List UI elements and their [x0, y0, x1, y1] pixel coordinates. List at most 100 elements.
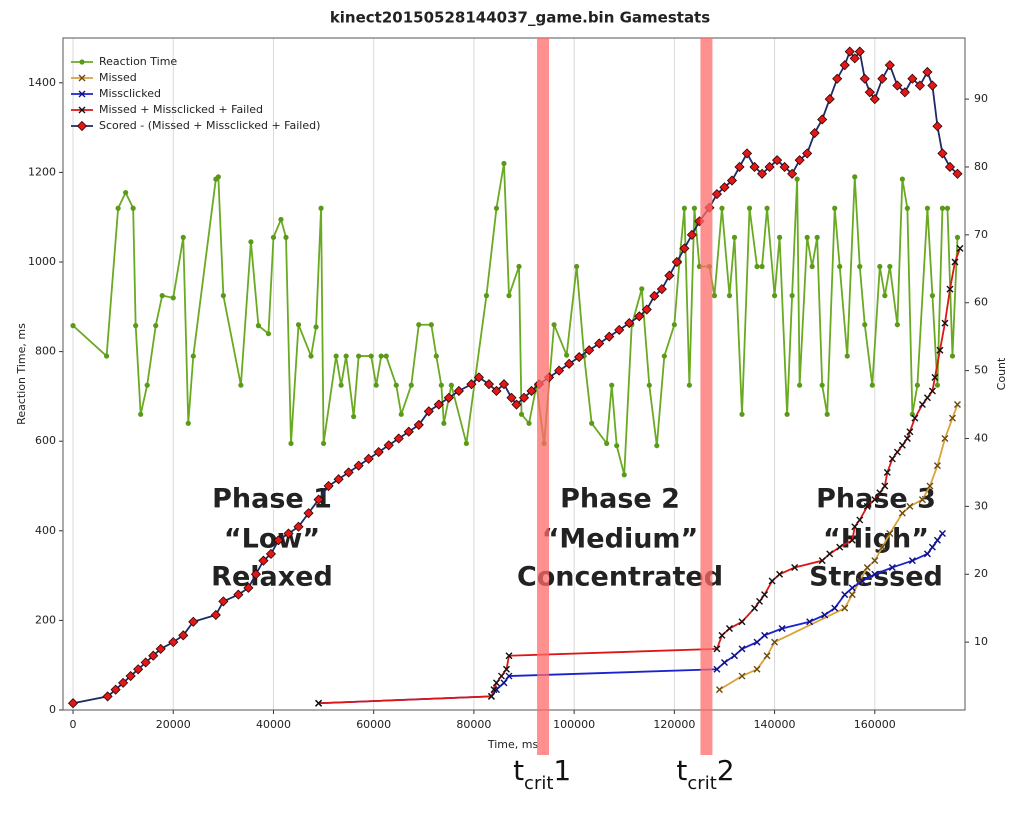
- data-point: [518, 392, 530, 403]
- data-point: [416, 322, 422, 328]
- data-point: [941, 434, 949, 442]
- data-point: [320, 440, 327, 447]
- data-point: [869, 94, 880, 105]
- data-point: [318, 205, 324, 211]
- data-point: [614, 324, 625, 335]
- data-point: [877, 263, 883, 270]
- data-point: [664, 270, 675, 281]
- data-point: [954, 234, 961, 240]
- data-point: [888, 563, 896, 571]
- data-point: [806, 618, 814, 626]
- y2-tick-label: 70: [974, 228, 988, 241]
- data-point: [103, 353, 110, 359]
- data-point: [951, 258, 959, 266]
- legend-marker: [79, 59, 85, 65]
- critical-label: tcrit1: [513, 754, 571, 794]
- data-point: [463, 440, 469, 447]
- data-point: [356, 353, 362, 359]
- data-point: [393, 433, 404, 444]
- data-point: [832, 73, 843, 84]
- data-point: [863, 502, 871, 510]
- data-point: [939, 205, 946, 211]
- phase-label: Phase 1: [212, 484, 332, 515]
- data-point: [871, 496, 879, 504]
- series-line: [72, 49, 959, 705]
- data-point: [483, 293, 490, 299]
- data-point: [826, 550, 834, 558]
- phase-label: Relaxed: [211, 562, 333, 593]
- data-point: [293, 521, 304, 532]
- chart-title: kinect20150528144037_game.bin Gamestats: [330, 9, 710, 27]
- y-tick-label: 1200: [28, 165, 56, 178]
- data-point: [898, 441, 906, 449]
- data-point: [923, 550, 931, 558]
- data-point: [824, 94, 835, 105]
- phase-label: Phase 3: [816, 484, 936, 515]
- data-point: [924, 205, 931, 211]
- legend-marker: [76, 120, 88, 132]
- legend-marker: [78, 74, 86, 82]
- data-point: [283, 528, 294, 539]
- data-point: [303, 508, 314, 519]
- data-point: [802, 148, 813, 159]
- data-point: [351, 413, 357, 420]
- data-point: [681, 205, 687, 211]
- data-point: [238, 382, 244, 388]
- y2-tick-label: 50: [974, 364, 988, 377]
- data-point: [787, 168, 798, 179]
- x-tick-label: 120000: [653, 718, 695, 731]
- data-point: [928, 387, 936, 395]
- data-point: [738, 618, 746, 626]
- data-point: [295, 322, 302, 328]
- data-point: [393, 382, 399, 388]
- data-point: [928, 543, 936, 551]
- data-point: [333, 474, 344, 485]
- data-point: [761, 591, 769, 599]
- data-point: [914, 382, 920, 388]
- data-point: [604, 331, 615, 342]
- data-point: [877, 73, 888, 84]
- data-point: [353, 460, 364, 471]
- data-point: [927, 80, 938, 91]
- data-point: [754, 263, 760, 270]
- legend-marker: [78, 106, 86, 114]
- data-point: [858, 577, 866, 585]
- data-point: [763, 652, 771, 660]
- data-point: [140, 657, 151, 668]
- data-point: [148, 650, 159, 661]
- data-point: [443, 392, 454, 403]
- y2-tick-label: 90: [974, 92, 988, 105]
- data-point: [923, 394, 931, 402]
- data-point: [506, 392, 517, 403]
- data-point: [170, 295, 176, 301]
- data-point: [368, 353, 374, 359]
- data-point: [255, 323, 262, 329]
- data-point: [856, 516, 864, 524]
- data-point: [265, 548, 277, 559]
- data-point: [188, 616, 199, 627]
- data-point: [492, 679, 500, 687]
- data-point: [487, 692, 495, 700]
- data-point: [753, 638, 761, 646]
- data-point: [168, 637, 179, 648]
- data-point: [731, 234, 738, 240]
- data-point: [159, 293, 165, 299]
- x-axis-label: Time, ms: [487, 738, 539, 751]
- data-point: [218, 596, 229, 607]
- data-point: [779, 161, 790, 173]
- data-point: [363, 453, 374, 464]
- data-point: [466, 379, 477, 390]
- critical-label-index: 2: [717, 754, 735, 787]
- data-point: [483, 379, 495, 390]
- data-point: [934, 382, 941, 388]
- data-point: [398, 411, 404, 417]
- data-point: [661, 353, 667, 359]
- data-point: [818, 557, 826, 565]
- critical-label-main: t: [676, 754, 687, 787]
- data-point: [854, 46, 865, 57]
- data-point: [862, 322, 868, 328]
- data-point: [944, 205, 951, 211]
- data-point: [725, 625, 733, 633]
- data-point: [551, 322, 557, 328]
- data-point: [784, 411, 790, 417]
